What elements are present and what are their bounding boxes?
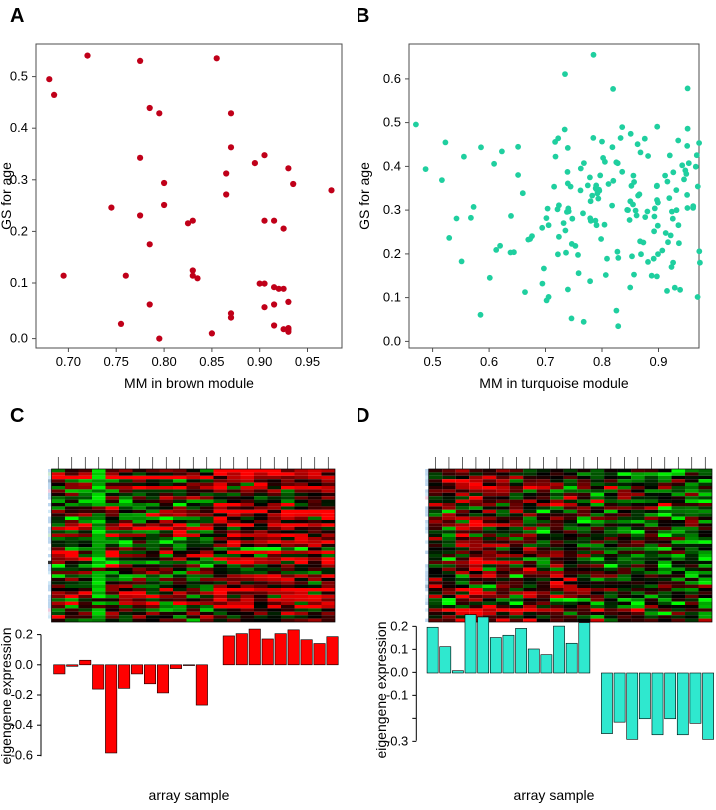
svg-text:0.4: 0.4 bbox=[10, 120, 28, 135]
svg-text:0.3: 0.3 bbox=[383, 202, 401, 217]
svg-text:0.6: 0.6 bbox=[383, 71, 401, 86]
svg-text:0.1: 0.1 bbox=[390, 641, 408, 656]
svg-text:0.90: 0.90 bbox=[247, 354, 272, 369]
svg-text:B: B bbox=[358, 5, 369, 27]
svg-text:MM in brown module: MM in brown module bbox=[124, 375, 254, 391]
svg-text:0.2: 0.2 bbox=[383, 246, 401, 261]
svg-text:0.95: 0.95 bbox=[295, 354, 320, 369]
svg-text:0.0: 0.0 bbox=[10, 331, 28, 346]
svg-text:0.1: 0.1 bbox=[10, 275, 28, 290]
svg-text:0.2: 0.2 bbox=[15, 627, 33, 642]
svg-text:-0.1: -0.1 bbox=[386, 687, 408, 702]
svg-text:0.5: 0.5 bbox=[424, 354, 442, 369]
svg-text:0.8: 0.8 bbox=[593, 354, 611, 369]
svg-text:0.2: 0.2 bbox=[390, 618, 408, 633]
svg-text:0.0: 0.0 bbox=[15, 657, 33, 672]
svg-text:eigengene expression: eigengene expression bbox=[373, 622, 389, 759]
svg-text:0.0: 0.0 bbox=[390, 664, 408, 679]
svg-text:0.70: 0.70 bbox=[56, 354, 81, 369]
svg-text:0.5: 0.5 bbox=[10, 69, 28, 84]
svg-text:0.5: 0.5 bbox=[383, 115, 401, 130]
svg-text:0.75: 0.75 bbox=[104, 354, 129, 369]
svg-text:GS for age: GS for age bbox=[358, 162, 372, 230]
svg-text:0.1: 0.1 bbox=[383, 290, 401, 305]
svg-text:0.6: 0.6 bbox=[480, 354, 498, 369]
svg-text:0.4: 0.4 bbox=[383, 158, 401, 173]
svg-text:0.85: 0.85 bbox=[199, 354, 224, 369]
svg-text:C: C bbox=[10, 405, 24, 427]
svg-text:MM in turquoise module: MM in turquoise module bbox=[479, 375, 629, 391]
svg-text:GS for age: GS for age bbox=[0, 162, 14, 230]
svg-text:0.80: 0.80 bbox=[151, 354, 176, 369]
svg-text:array sample: array sample bbox=[149, 787, 230, 803]
svg-text:0.7: 0.7 bbox=[536, 354, 554, 369]
svg-text:0.0: 0.0 bbox=[383, 333, 401, 348]
svg-text:array sample: array sample bbox=[514, 787, 595, 803]
svg-text:A: A bbox=[10, 5, 24, 27]
svg-text:0.9: 0.9 bbox=[649, 354, 667, 369]
svg-text:D: D bbox=[358, 405, 369, 427]
svg-text:eigengene expression: eigengene expression bbox=[0, 628, 14, 765]
svg-text:-0.3: -0.3 bbox=[386, 733, 408, 748]
